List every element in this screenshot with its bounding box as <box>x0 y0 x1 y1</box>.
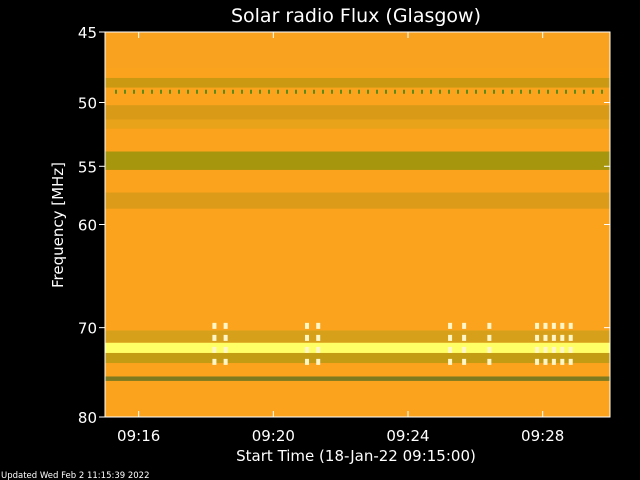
x-tick-label: 09:16 <box>117 427 160 445</box>
spectral-band-2 <box>105 105 610 120</box>
plot-frame <box>104 31 611 418</box>
spectral-band-4 <box>105 151 610 170</box>
spectral-band-6 <box>105 330 610 343</box>
updated-timestamp: Updated Wed Feb 2 11:15:39 2022 <box>1 471 149 480</box>
y-axis: 45 50 55 60 70 80 <box>78 24 610 427</box>
chart-title: Solar radio Flux (Glasgow) <box>231 5 481 27</box>
y-tick-label: 60 <box>78 217 97 235</box>
y-tick-label: 55 <box>78 158 97 176</box>
x-axis-label: Start Time (18-Jan-22 09:15:00) <box>236 447 476 465</box>
y-tick-label: 50 <box>78 95 97 113</box>
y-tick-label: 80 <box>78 409 97 427</box>
x-tick-label: 09:24 <box>386 427 429 445</box>
spectral-band-1 <box>105 77 610 88</box>
spectral-band-3 <box>105 119 610 129</box>
spectral-band-9 <box>105 376 610 381</box>
x-tick-label: 09:20 <box>252 427 295 445</box>
spectral-band-7 <box>105 342 610 353</box>
x-tick-label: 09:28 <box>521 427 564 445</box>
spectral-band-5 <box>105 192 610 209</box>
y-tick-label: 70 <box>78 320 97 338</box>
spectrogram-area <box>105 32 610 381</box>
x-axis: 09:16 09:20 09:24 09:28 <box>117 32 564 445</box>
y-axis-label: Frequency [MHz] <box>49 162 67 288</box>
spectral-band-8 <box>105 352 610 364</box>
y-tick-label: 45 <box>78 24 97 42</box>
spectral-band-0 <box>105 32 610 69</box>
